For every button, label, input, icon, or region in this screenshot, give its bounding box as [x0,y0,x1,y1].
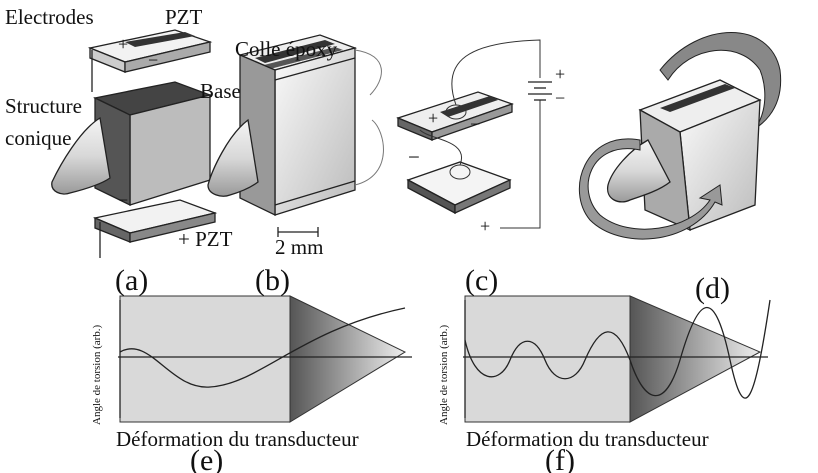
pzt-plate [406,161,512,206]
glue-line [274,180,356,206]
x-label: Déformation du transducteur [116,427,359,451]
cone [207,118,259,197]
panel-b: Colle époxy 2 mm (b) [207,34,384,297]
label: conique [5,126,71,150]
pzt-side [129,212,216,243]
rod [464,295,631,423]
glue-line [274,57,356,81]
sign: + [118,34,128,54]
label: Colle époxy [235,37,338,61]
sign: − [408,145,420,169]
curve [119,307,406,388]
panel-letter: (c) [465,264,498,297]
sign: + [480,216,490,236]
x-label: Déformation du transducteur [466,427,709,451]
y-label: Angle de torsion (arb.) [438,324,450,425]
panel-letter: (e) [190,444,223,473]
cone [289,295,407,423]
panel-f: Angle de torsion (arb.) Déformation du t… [438,295,771,473]
panel-letter: (b) [255,264,290,297]
panel-letter: (f) [545,444,575,473]
label: 2 mm [275,235,323,259]
sign: − [555,88,565,108]
cone [607,139,671,203]
pzt-side [431,103,513,141]
label: PZT [165,5,203,29]
curve [464,299,771,399]
wire [419,39,541,229]
cone [51,116,111,195]
electrode [260,47,343,69]
panel-c: + − + − − + (c) [396,39,565,297]
block-side [274,47,356,216]
electrode [125,32,195,47]
sign: − [118,190,128,210]
panel-a: Electrodes PZT + − Base Structure coniqu… [5,5,241,297]
electrode [660,84,735,112]
label: Electrodes [5,5,94,29]
sign: + [555,64,565,84]
sign: + [428,108,438,128]
panel-e: Angle de torsion (arb.) Déformation du t… [91,295,412,473]
panel-letter: (a) [115,264,148,297]
base-side [129,94,211,206]
panel-letter: (d) [695,272,730,305]
pzt-side [454,178,511,215]
label: Structure [5,94,82,118]
cone [629,295,762,423]
rotation-arrow [578,138,723,240]
rod [119,295,291,423]
label: + PZT [178,227,233,251]
y-label: Angle de torsion (arb.) [91,324,103,425]
electrode [440,96,498,117]
leader [354,49,384,186]
label: Base [200,79,241,103]
sign: − [470,114,480,134]
panel-d: (d) [578,32,782,305]
electrode [255,40,335,63]
sign: − [148,50,158,70]
pzt-side [124,41,211,73]
